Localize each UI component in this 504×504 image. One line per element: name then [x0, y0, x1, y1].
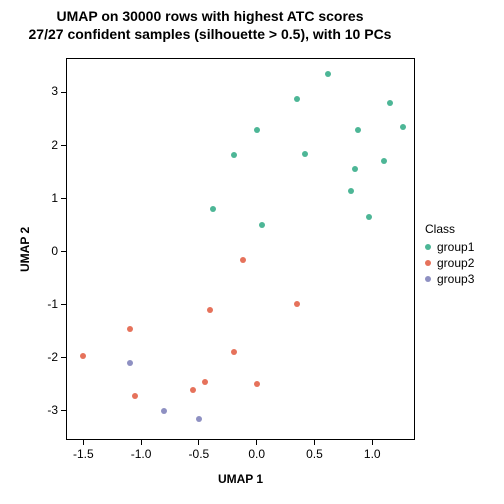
x-tick-label: -1.0 — [116, 447, 166, 461]
data-point — [302, 151, 308, 157]
legend-label: group1 — [437, 240, 474, 254]
y-tick-label: 0 — [36, 244, 58, 258]
data-point — [259, 222, 265, 228]
legend-label: group3 — [437, 272, 474, 286]
data-point — [132, 393, 138, 399]
y-tick — [61, 357, 66, 358]
legend-item: group3 — [425, 272, 474, 286]
data-point — [196, 416, 202, 422]
data-point — [240, 257, 246, 263]
legend-swatch — [425, 260, 431, 266]
data-point — [202, 379, 208, 385]
data-point — [127, 326, 133, 332]
y-tick — [61, 304, 66, 305]
data-point — [325, 71, 331, 77]
legend-swatch — [425, 244, 431, 250]
x-axis-label: UMAP 1 — [66, 472, 415, 486]
data-point — [254, 381, 260, 387]
data-point — [161, 408, 167, 414]
x-tick — [256, 440, 257, 445]
y-tick-label: 2 — [36, 138, 58, 152]
legend-item: group2 — [425, 256, 474, 270]
data-point — [294, 96, 300, 102]
data-point — [231, 152, 237, 158]
data-point — [366, 214, 372, 220]
y-tick — [61, 145, 66, 146]
data-point — [400, 124, 406, 130]
data-point — [348, 188, 354, 194]
data-point — [355, 127, 361, 133]
data-point — [210, 206, 216, 212]
x-tick-label: -0.5 — [174, 447, 224, 461]
data-point — [190, 387, 196, 393]
x-tick-label: 1.0 — [347, 447, 397, 461]
y-tick — [61, 92, 66, 93]
y-tick-label: 1 — [36, 191, 58, 205]
data-point — [231, 349, 237, 355]
y-tick-label: -2 — [36, 350, 58, 364]
legend: Class group1 group2 group3 — [425, 222, 474, 288]
y-tick — [61, 251, 66, 252]
data-point — [207, 307, 213, 313]
y-axis-label: UMAP 2 — [16, 58, 34, 440]
chart-title-line1: UMAP on 30000 rows with highest ATC scor… — [0, 8, 420, 26]
legend-label: group2 — [437, 256, 474, 270]
data-point — [381, 158, 387, 164]
x-tick-label: 0.0 — [232, 447, 282, 461]
data-point — [352, 166, 358, 172]
plot-area — [66, 58, 415, 440]
data-point — [294, 301, 300, 307]
x-tick — [141, 440, 142, 445]
x-tick — [83, 440, 84, 445]
y-tick — [61, 198, 66, 199]
x-tick-label: -1.5 — [58, 447, 108, 461]
x-tick — [314, 440, 315, 445]
y-tick-label: 3 — [36, 84, 58, 98]
x-tick — [372, 440, 373, 445]
chart-title-line2: 27/27 confident samples (silhouette > 0.… — [0, 26, 420, 44]
y-tick-label: -1 — [36, 297, 58, 311]
data-point — [127, 360, 133, 366]
x-tick — [198, 440, 199, 445]
legend-swatch — [425, 276, 431, 282]
umap-scatter-chart: UMAP on 30000 rows with highest ATC scor… — [0, 0, 504, 504]
x-tick-label: 0.5 — [289, 447, 339, 461]
chart-title: UMAP on 30000 rows with highest ATC scor… — [0, 8, 420, 43]
y-tick — [61, 410, 66, 411]
legend-item: group1 — [425, 240, 474, 254]
data-point — [387, 100, 393, 106]
legend-title: Class — [425, 222, 474, 236]
y-tick-label: -3 — [36, 403, 58, 417]
data-point — [254, 127, 260, 133]
data-point — [80, 353, 86, 359]
